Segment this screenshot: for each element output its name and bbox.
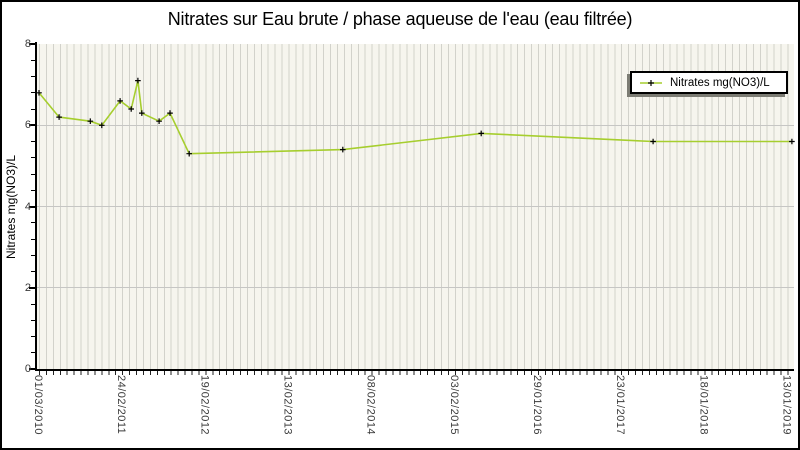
y-tick-label: 8 (24, 38, 31, 50)
y-minor-tick (31, 108, 35, 110)
y-minor-tick (31, 157, 35, 159)
y-minor-tick (31, 303, 35, 305)
y-minor-tick (31, 238, 35, 240)
horizontal-gridline (37, 206, 794, 207)
chart-title: Nitrates sur Eau brute / phase aqueuse d… (167, 9, 633, 29)
y-minor-tick (31, 222, 35, 224)
y-major-tick (29, 286, 35, 289)
y-minor-tick (31, 173, 35, 175)
y-minor-tick (31, 76, 35, 77)
x-tick-label: 24/02/2011 (115, 375, 128, 435)
y-major-tick (29, 205, 35, 208)
legend: Nitrates mg(NO3)/L (630, 71, 788, 94)
y-minor-tick (31, 92, 35, 94)
legend-line-marker-icon (640, 79, 662, 86)
y-major-tick (29, 368, 35, 370)
y-minor-tick (31, 254, 35, 256)
y-minor-tick (31, 59, 35, 61)
y-minor-tick (31, 141, 35, 142)
horizontal-gridline (37, 124, 794, 126)
y-minor-tick (31, 336, 35, 337)
x-axis-line (35, 369, 794, 371)
x-tick-label: 08/02/2014 (364, 375, 377, 436)
y-tick-label: 6 (24, 119, 31, 132)
y-minor-tick (31, 352, 35, 354)
x-tick-label: 13/02/2013 (281, 375, 294, 436)
y-minor-tick (31, 319, 35, 321)
data-series-line (36, 77, 795, 157)
horizontal-gridline (37, 287, 794, 289)
y-minor-tick (31, 271, 35, 272)
legend-label: Nitrates mg(NO3)/L (670, 76, 770, 89)
plot-area (36, 44, 795, 369)
x-tick-label: 23/01/2017 (614, 375, 627, 436)
y-tick-label: 0 (24, 363, 31, 375)
y-major-tick (29, 43, 35, 45)
x-tick-label: 29/01/2016 (531, 375, 544, 436)
x-tick-label: 19/02/2012 (198, 375, 211, 436)
y-axis-line (35, 42, 37, 371)
y-tick-label: 2 (24, 281, 31, 294)
data-point-markers (36, 77, 795, 157)
x-tick-label: 18/01/2018 (697, 375, 710, 436)
y-tick-label: 4 (24, 200, 31, 213)
x-tick-label: 01/03/2010 (32, 375, 44, 436)
y-major-tick (29, 124, 35, 127)
y-minor-tick (31, 189, 35, 191)
x-tick-label: 03/02/2015 (447, 375, 460, 436)
x-tick-label: 13/01/2019 (780, 375, 793, 436)
x-axis-minor-ticks (37, 371, 794, 375)
